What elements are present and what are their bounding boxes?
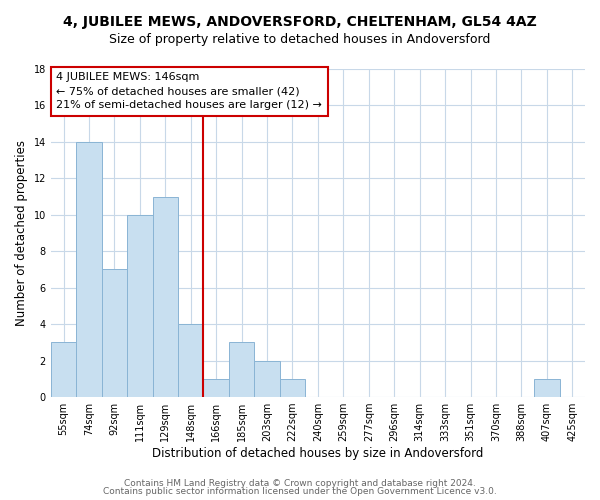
Bar: [203, 379, 229, 397]
Text: 4, JUBILEE MEWS, ANDOVERSFORD, CHELTENHAM, GL54 4AZ: 4, JUBILEE MEWS, ANDOVERSFORD, CHELTENHA…: [63, 15, 537, 29]
Bar: [229, 342, 254, 397]
Bar: [76, 142, 101, 397]
Text: Contains HM Land Registry data © Crown copyright and database right 2024.: Contains HM Land Registry data © Crown c…: [124, 478, 476, 488]
Bar: [178, 324, 203, 397]
Y-axis label: Number of detached properties: Number of detached properties: [15, 140, 28, 326]
Bar: [101, 270, 127, 397]
Bar: [534, 379, 560, 397]
X-axis label: Distribution of detached houses by size in Andoversford: Distribution of detached houses by size …: [152, 447, 484, 460]
Text: 4 JUBILEE MEWS: 146sqm
← 75% of detached houses are smaller (42)
21% of semi-det: 4 JUBILEE MEWS: 146sqm ← 75% of detached…: [56, 72, 322, 110]
Bar: [152, 196, 178, 397]
Bar: [51, 342, 76, 397]
Bar: [254, 360, 280, 397]
Bar: [127, 215, 152, 397]
Text: Contains public sector information licensed under the Open Government Licence v3: Contains public sector information licen…: [103, 487, 497, 496]
Bar: [280, 379, 305, 397]
Text: Size of property relative to detached houses in Andoversford: Size of property relative to detached ho…: [109, 32, 491, 46]
